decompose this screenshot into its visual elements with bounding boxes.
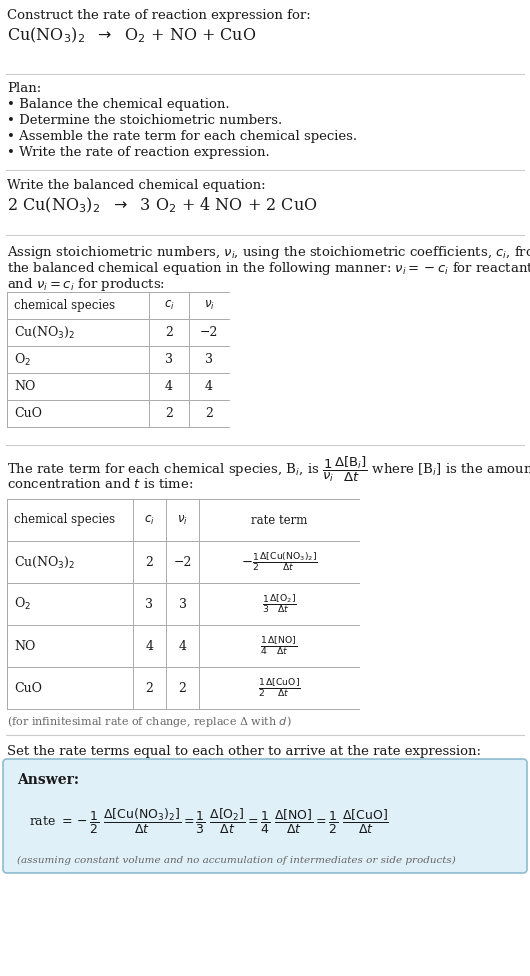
Text: 4: 4 [205,380,213,393]
Text: Plan:: Plan: [7,82,41,95]
Text: 2: 2 [165,407,173,420]
Text: rate $= -\dfrac{1}{2}\ \dfrac{\Delta[\mathrm{Cu(NO_3)_2}]}{\Delta t}= \dfrac{1}{: rate $= -\dfrac{1}{2}\ \dfrac{\Delta[\ma… [29,807,389,836]
Text: • Balance the chemical equation.: • Balance the chemical equation. [7,98,229,111]
Text: Cu(NO$_3$)$_2$  $\rightarrow$  O$_2$ + NO + CuO: Cu(NO$_3$)$_2$ $\rightarrow$ O$_2$ + NO … [7,26,257,46]
Text: concentration and $t$ is time:: concentration and $t$ is time: [7,477,193,491]
Text: 2: 2 [146,681,154,695]
Text: 3: 3 [165,353,173,366]
Text: $\nu_i$: $\nu_i$ [204,299,215,312]
Text: 2: 2 [146,555,154,568]
Text: $-\frac{1}{2}\frac{\Delta[\mathrm{Cu(NO_3)_2}]}{\Delta t}$: $-\frac{1}{2}\frac{\Delta[\mathrm{Cu(NO_… [241,550,317,574]
Text: and $\nu_i = c_i$ for products:: and $\nu_i = c_i$ for products: [7,276,165,293]
Text: Cu(NO$_3$)$_2$: Cu(NO$_3$)$_2$ [14,554,75,570]
Text: 4: 4 [165,380,173,393]
Text: 3: 3 [205,353,213,366]
Text: CuO: CuO [14,407,42,420]
Text: (assuming constant volume and no accumulation of intermediates or side products): (assuming constant volume and no accumul… [17,856,456,865]
Text: Write the balanced chemical equation:: Write the balanced chemical equation: [7,179,266,192]
Text: 3: 3 [179,597,187,611]
Text: 2 Cu(NO$_3$)$_2$  $\rightarrow$  3 O$_2$ + 4 NO + 2 CuO: 2 Cu(NO$_3$)$_2$ $\rightarrow$ 3 O$_2$ +… [7,196,317,216]
Text: $\nu_i$: $\nu_i$ [177,513,188,526]
Text: O$_2$: O$_2$ [14,351,31,368]
Text: −2: −2 [173,555,192,568]
Text: NO: NO [14,380,36,393]
Text: • Assemble the rate term for each chemical species.: • Assemble the rate term for each chemic… [7,130,357,143]
Text: • Write the rate of reaction expression.: • Write the rate of reaction expression. [7,146,270,159]
Text: Cu(NO$_3$)$_2$: Cu(NO$_3$)$_2$ [14,325,75,340]
Text: 2: 2 [179,681,187,695]
Text: $\frac{1}{3}\frac{\Delta[\mathrm{O_2}]}{\Delta t}$: $\frac{1}{3}\frac{\Delta[\mathrm{O_2}]}{… [261,592,296,616]
Text: 2: 2 [205,407,213,420]
FancyBboxPatch shape [3,759,527,873]
Text: $c_i$: $c_i$ [144,513,155,526]
Text: 4: 4 [146,639,154,653]
Text: $\frac{1}{2}\frac{\Delta[\mathrm{CuO}]}{\Delta t}$: $\frac{1}{2}\frac{\Delta[\mathrm{CuO}]}{… [258,677,301,699]
Text: −2: −2 [200,326,218,339]
Text: CuO: CuO [14,681,42,695]
Text: Construct the rate of reaction expression for:: Construct the rate of reaction expressio… [7,9,311,22]
Text: 2: 2 [165,326,173,339]
Text: Set the rate terms equal to each other to arrive at the rate expression:: Set the rate terms equal to each other t… [7,745,481,758]
Text: chemical species: chemical species [14,513,115,526]
Text: The rate term for each chemical species, B$_i$, is $\dfrac{1}{\nu_i}\dfrac{\Delt: The rate term for each chemical species,… [7,455,530,484]
Text: O$_2$: O$_2$ [14,596,31,612]
Text: chemical species: chemical species [14,299,115,312]
Text: 3: 3 [146,597,154,611]
Text: NO: NO [14,639,36,653]
Text: the balanced chemical equation in the following manner: $\nu_i = -c_i$ for react: the balanced chemical equation in the fo… [7,260,530,277]
Text: 4: 4 [179,639,187,653]
Text: (for infinitesimal rate of change, replace Δ with $d$): (for infinitesimal rate of change, repla… [7,714,292,729]
Text: $c_i$: $c_i$ [164,299,174,312]
Text: rate term: rate term [251,513,307,526]
Text: • Determine the stoichiometric numbers.: • Determine the stoichiometric numbers. [7,114,282,127]
Text: $\frac{1}{4}\frac{\Delta[\mathrm{NO}]}{\Delta t}$: $\frac{1}{4}\frac{\Delta[\mathrm{NO}]}{\… [260,635,298,657]
Text: Answer:: Answer: [17,773,79,787]
Text: Assign stoichiometric numbers, $\nu_i$, using the stoichiometric coefficients, $: Assign stoichiometric numbers, $\nu_i$, … [7,244,530,261]
